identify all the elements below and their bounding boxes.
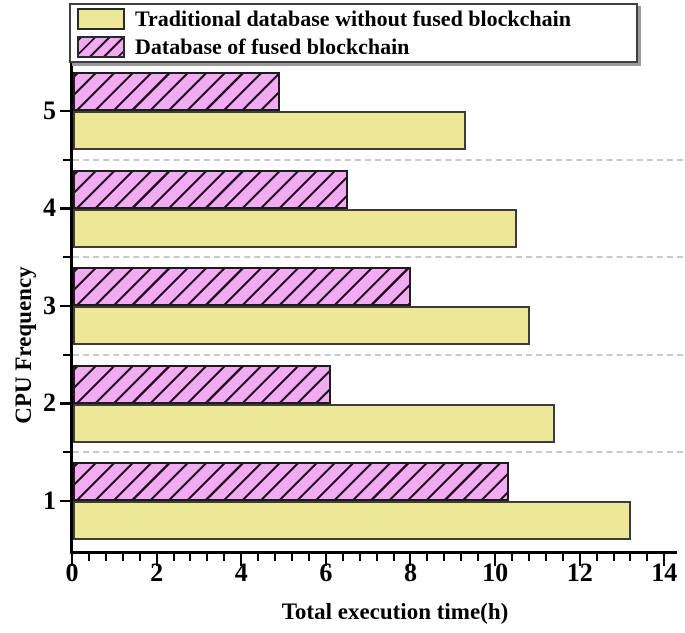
x-tick-label: 8: [403, 558, 417, 587]
x-minor-tick: [527, 554, 530, 561]
x-minor-tick: [561, 554, 564, 561]
x-minor-tick: [172, 554, 175, 561]
x-axis-title: Total execution time(h): [281, 599, 509, 624]
x-minor-tick: [121, 554, 124, 561]
x-minor-tick: [206, 554, 209, 561]
x-minor-tick: [375, 554, 378, 561]
x-minor-tick: [595, 554, 598, 561]
y-axis-line: [70, 30, 73, 554]
x-tick-label: 12: [566, 558, 593, 587]
x-tick-label: 4: [234, 558, 248, 587]
x-minor-tick: [511, 554, 513, 561]
gridline: [73, 353, 683, 356]
x-major-tick: [578, 554, 581, 566]
bar-traditional-cpu5: [73, 111, 467, 151]
x-minor-tick: [189, 554, 192, 561]
gridline: [73, 451, 683, 453]
bar-traditional-cpu3: [73, 306, 530, 346]
x-major-tick: [155, 554, 158, 566]
x-minor-tick: [629, 554, 632, 561]
y-tick-label: 5: [43, 95, 56, 125]
x-minor-tick: [291, 554, 293, 561]
x-tick-label: 10: [482, 558, 509, 587]
x-minor-tick: [477, 554, 480, 561]
legend-label-fused: Database of fused blockchain: [135, 33, 410, 59]
x-minor-tick: [426, 554, 429, 561]
y-minor-tick: [63, 158, 70, 161]
bar-fused-cpu1: [73, 462, 509, 502]
y-tick-label: 2: [43, 388, 56, 418]
x-major-tick: [409, 554, 412, 566]
y-major-tick: [60, 109, 70, 113]
x-major-tick: [494, 554, 497, 566]
x-tick-label: 2: [150, 558, 164, 587]
x-minor-tick: [138, 554, 141, 561]
legend-item-traditional: Traditional database without fused block…: [77, 7, 630, 32]
x-minor-tick: [358, 554, 361, 561]
bar-traditional-cpu4: [73, 208, 518, 248]
bar-fused-cpu5: [73, 72, 281, 112]
x-minor-tick: [646, 554, 649, 561]
x-major-tick: [71, 554, 73, 566]
bar-fused-cpu4: [73, 169, 348, 209]
gridline: [73, 256, 683, 258]
y-tick-label: 3: [43, 290, 56, 320]
y-tick-label: 4: [43, 193, 56, 223]
x-major-tick: [663, 554, 666, 566]
x-minor-tick: [392, 554, 395, 561]
y-major-tick: [60, 499, 70, 503]
x-major-tick: [324, 554, 327, 566]
legend-swatch-traditional-icon: [77, 8, 125, 31]
x-minor-tick: [223, 554, 226, 561]
x-minor-tick: [544, 554, 547, 561]
x-tick-label: 14: [651, 558, 678, 587]
y-major-tick: [60, 402, 70, 405]
bar-fused-cpu3: [73, 267, 412, 307]
x-minor-tick: [460, 554, 463, 561]
x-minor-tick: [612, 554, 615, 561]
x-minor-tick: [443, 554, 446, 561]
bar-fused-cpu2: [73, 364, 332, 404]
y-major-tick: [60, 304, 70, 308]
gridline: [73, 158, 683, 161]
x-major-tick: [240, 554, 243, 566]
x-minor-tick: [307, 554, 310, 561]
x-minor-tick: [274, 554, 277, 561]
x-axis-line: [70, 551, 677, 554]
legend: Traditional database without fused block…: [69, 3, 638, 63]
x-minor-tick: [87, 554, 90, 561]
y-major-tick: [60, 207, 70, 210]
x-minor-tick: [341, 554, 344, 561]
x-tick-label: 0: [65, 558, 79, 587]
bar-traditional-cpu2: [73, 403, 556, 443]
legend-item-fused: Database of fused blockchain: [77, 33, 630, 60]
y-minor-tick: [63, 353, 70, 356]
x-minor-tick: [104, 554, 107, 561]
legend-swatch-fused-icon: [77, 35, 125, 58]
y-tick-label: 1: [43, 485, 56, 515]
y-minor-tick: [63, 451, 70, 453]
legend-label-traditional: Traditional database without fused block…: [135, 6, 572, 32]
y-minor-tick: [63, 256, 70, 258]
x-tick-label: 6: [319, 558, 333, 587]
bar-traditional-cpu1: [73, 501, 632, 541]
x-minor-tick: [257, 554, 260, 561]
